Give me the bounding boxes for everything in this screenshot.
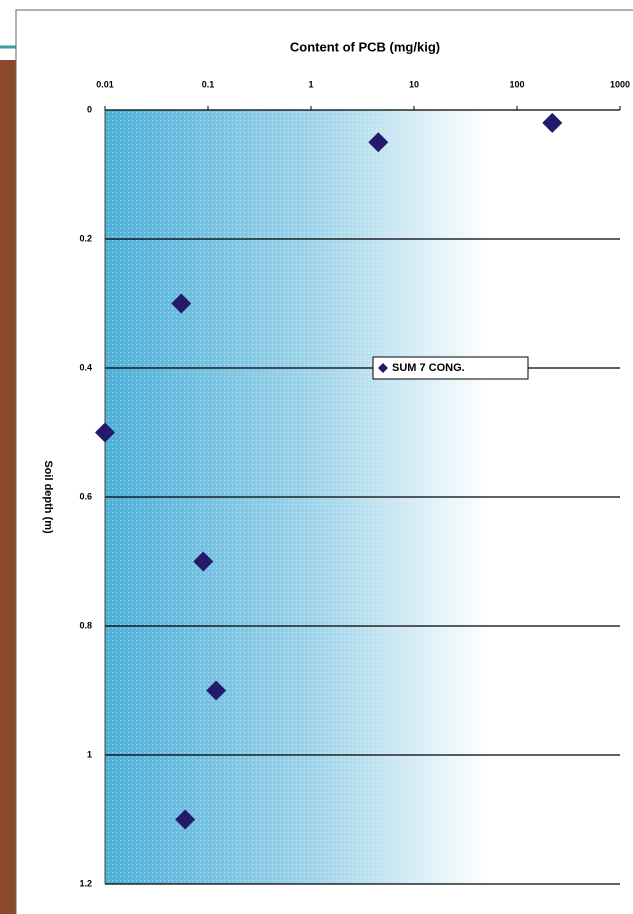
data-point (206, 680, 227, 701)
legend-box (372, 356, 529, 380)
x-tick-label: 0.01 (96, 79, 114, 89)
y-tick-label: 0.4 (79, 362, 92, 372)
data-point (368, 132, 389, 153)
legend-marker (378, 363, 388, 373)
y-tick-label: 0 (87, 104, 92, 114)
y-tick-label: 1 (87, 749, 92, 759)
chart-title: Content of PCB (mg/kig) (290, 39, 440, 54)
data-point (171, 293, 192, 314)
data-point (542, 112, 563, 133)
y-axis-label: Soil depth (m) (42, 460, 54, 534)
y-tick-label: 1.2 (79, 878, 92, 888)
x-tick-label: 10 (409, 79, 419, 89)
x-tick-label: 100 (509, 79, 524, 89)
y-tick-label: 0.8 (79, 620, 92, 630)
data-point (95, 422, 115, 443)
legend-label: SUM 7 CONG. (392, 362, 465, 374)
plot: 0.01 0.1 1 10 100 1000 0 0.2 0.4 0.6 0.8 1 1.2 SUM 7 … (79, 79, 630, 888)
data-point (175, 809, 196, 830)
y-tick-label: 0.2 (79, 233, 92, 243)
x-tick-label: 1000 (610, 79, 630, 89)
y-tick-label: 0.6 (79, 491, 92, 501)
x-tick-label: 0.1 (202, 79, 215, 89)
data-point (193, 551, 214, 572)
x-tick-label: 1 (308, 79, 313, 89)
